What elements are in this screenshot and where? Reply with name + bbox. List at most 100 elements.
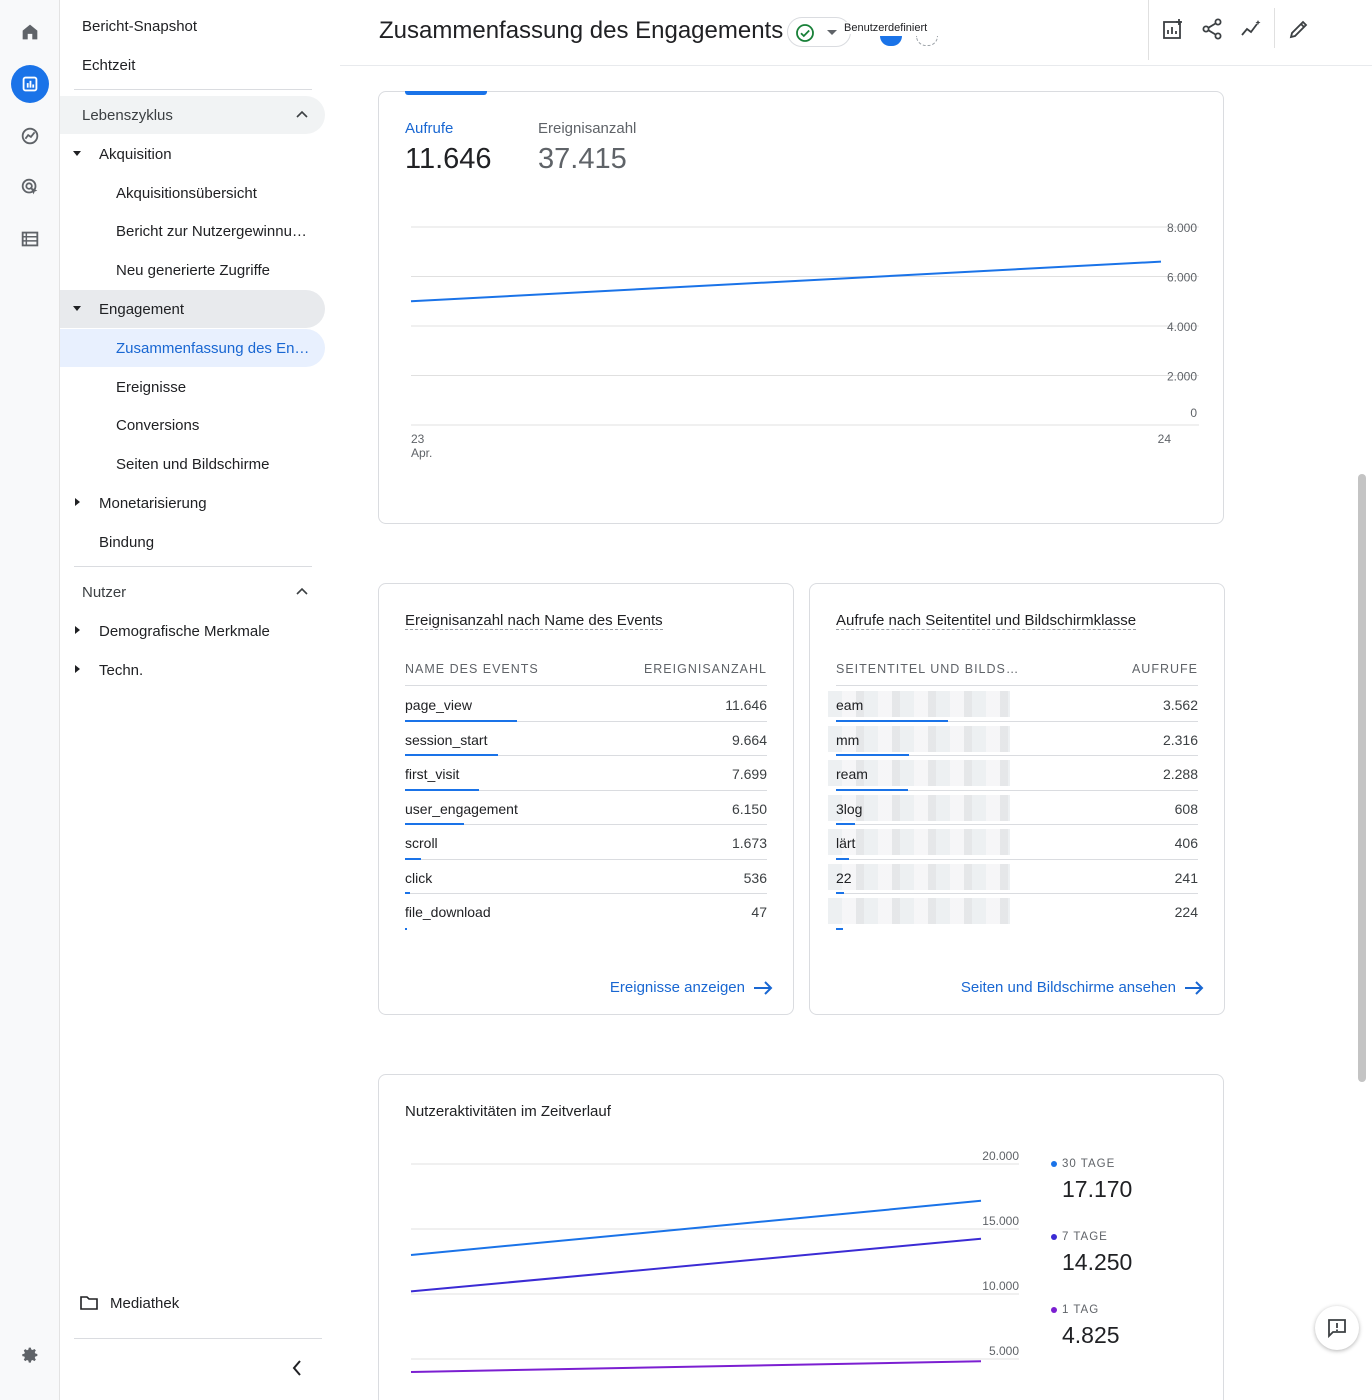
nav-group-demographics[interactable]: Demografische Merkmale: [60, 612, 325, 650]
redacted-title: [828, 691, 1010, 717]
column-header: AUFRUFE: [1131, 662, 1198, 676]
nav-group-monetization[interactable]: Monetarisierung: [60, 484, 325, 522]
nav-item-acquisition-overview[interactable]: Akquisitionsübersicht: [60, 174, 325, 212]
row-share-bar: [405, 719, 517, 722]
insights-icon[interactable]: [1239, 17, 1263, 41]
configure-icon[interactable]: [11, 220, 49, 258]
row-name: scroll: [405, 835, 438, 851]
active-tab-indicator: [405, 91, 487, 95]
nav-item-engagement-overview[interactable]: Zusammenfassung des En…: [60, 329, 325, 367]
x-tick-label: 23: [411, 432, 425, 446]
table-header: SEITENTITEL UND BILDS… AUFRUFE: [836, 662, 1198, 686]
nav-item-traffic-acquisition[interactable]: Neu generierte Zugriffe: [60, 251, 325, 289]
table-row[interactable]: file_download 47: [405, 894, 767, 930]
nav-group-tech[interactable]: Techn.: [60, 651, 325, 689]
nav-section-lifecycle[interactable]: Lebenszyklus: [60, 96, 325, 134]
metric-label: Ereignisanzahl: [538, 120, 637, 137]
metric-label: Aufrufe: [405, 120, 454, 137]
metric-tab-views[interactable]: Aufrufe 11.646: [405, 120, 492, 176]
nav-library[interactable]: Mediathek: [60, 1284, 325, 1322]
nav-label: Engagement: [99, 300, 185, 318]
redacted-title: [828, 863, 1010, 890]
view-events-link[interactable]: Ereignisse anzeigen: [610, 979, 773, 996]
table-row[interactable]: ream 2.288: [828, 756, 1198, 791]
series-line-views: [410, 260, 1162, 303]
table-row[interactable]: session_start 9.664: [405, 722, 767, 756]
metric-tab-event-count[interactable]: Ereignisanzahl 37.415: [538, 120, 636, 176]
page-scrollbar[interactable]: [1358, 474, 1366, 1082]
custom-date-label: Benutzerdefiniert: [842, 22, 930, 34]
legend-value: 4.825: [1062, 1322, 1120, 1348]
view-pages-link[interactable]: Seiten und Bildschirme ansehen: [961, 979, 1204, 996]
legend-dot: [1051, 1234, 1057, 1240]
nav-realtime[interactable]: Echtzeit: [60, 46, 325, 84]
table-row[interactable]: click 536: [405, 860, 767, 894]
row-share-bar: [405, 927, 407, 930]
y-tick-label: 6.000: [1167, 271, 1197, 285]
table-row[interactable]: user_engagement 6.150: [405, 791, 767, 825]
nav-item-user-acquisition[interactable]: Bericht zur Nutzergewinnu…: [60, 212, 325, 250]
row-name: user_engagement: [405, 800, 518, 817]
customize-report-icon[interactable]: [1161, 17, 1185, 41]
events-card: Ereignisanzahl nach Name des Events NAME…: [378, 583, 794, 1015]
nav-label: Seiten und Bildschirme: [116, 455, 270, 473]
row-value: 1.673: [731, 835, 767, 851]
row-share-bar: [405, 857, 422, 860]
table-row[interactable]: page_view 11.646: [405, 687, 767, 722]
feedback-icon: [1328, 1319, 1346, 1339]
edit-pencil-icon[interactable]: [1287, 17, 1311, 41]
caret-right-icon: [75, 626, 80, 634]
table-row[interactable]: mm 2.316: [828, 722, 1198, 756]
table-row[interactable]: lärt 406: [828, 825, 1198, 860]
legend-label: 30 TAGE: [1051, 1158, 1132, 1170]
advertising-icon[interactable]: [11, 168, 49, 206]
table-header: NAME DES EVENTS EREIGNISANZAHL: [405, 662, 767, 686]
row-value: 224: [1174, 904, 1198, 920]
metric-value: 37.415: [538, 143, 627, 175]
caret-right-icon: [75, 665, 80, 673]
nav-item-conversions[interactable]: Conversions: [60, 406, 325, 444]
share-icon[interactable]: [1200, 17, 1224, 41]
arrow-right-icon: [754, 980, 773, 995]
row-value: 11.646: [725, 697, 767, 713]
row-name: eam: [836, 697, 864, 713]
table-row[interactable]: scroll 1.673: [405, 825, 767, 860]
nav-group-engagement[interactable]: Engagement: [60, 290, 325, 328]
nav-label: Neu generierte Zugriffe: [116, 261, 270, 279]
row-name: lärt: [836, 835, 856, 851]
nav-group-acquisition[interactable]: Akquisition: [60, 135, 325, 173]
legend-item: 1 TAG 4.825: [1051, 1304, 1120, 1349]
nav-label: Nutzer: [82, 583, 127, 601]
series-line-2: [410, 1360, 982, 1373]
y-tick-label: 20.000: [982, 1149, 1019, 1163]
nav-item-pages-screens[interactable]: Seiten und Bildschirme: [60, 445, 325, 483]
nav-label: Bericht-Snapshot: [82, 17, 198, 35]
home-icon[interactable]: [11, 13, 49, 51]
nav-item-events[interactable]: Ereignisse: [60, 368, 325, 406]
y-tick-label: 8.000: [1167, 221, 1197, 235]
caret-down-icon: [73, 151, 81, 156]
nav-item-retention[interactable]: Bindung: [60, 523, 325, 561]
table-row[interactable]: 3log 608: [828, 791, 1198, 825]
nav-section-user[interactable]: Nutzer: [60, 573, 325, 611]
legend-dot: [1051, 1307, 1057, 1313]
table-row[interactable]: first_visit 7.699: [405, 756, 767, 791]
nav-report-snapshot[interactable]: Bericht-Snapshot: [60, 7, 325, 45]
settings-gear-icon[interactable]: [11, 1336, 49, 1374]
row-share-bar: [836, 788, 908, 791]
table-row[interactable]: 224: [828, 894, 1198, 930]
comparison-chip[interactable]: [880, 36, 902, 46]
y-tick-label: 2.000: [1167, 370, 1197, 384]
reports-icon[interactable]: [11, 65, 49, 103]
explore-icon[interactable]: [11, 117, 49, 155]
page-title: Zusammenfassung des Engagements: [379, 17, 784, 44]
row-value: 2.316: [1162, 731, 1198, 748]
table-row[interactable]: 22 241: [828, 860, 1198, 894]
user-activity-line-chart: 20.000 15.000 10.000 5.000: [410, 1149, 1019, 1373]
add-comparison-chip[interactable]: [916, 36, 938, 46]
table-row[interactable]: eam 3.562: [828, 687, 1198, 722]
overview-chart-card: Aufrufe 11.646 Ereignisanzahl 37.415 8.0…: [378, 91, 1224, 524]
row-value: 6.150: [731, 800, 767, 817]
collapse-chevron-left-icon[interactable]: [288, 1358, 306, 1378]
feedback-button[interactable]: [1315, 1306, 1359, 1350]
